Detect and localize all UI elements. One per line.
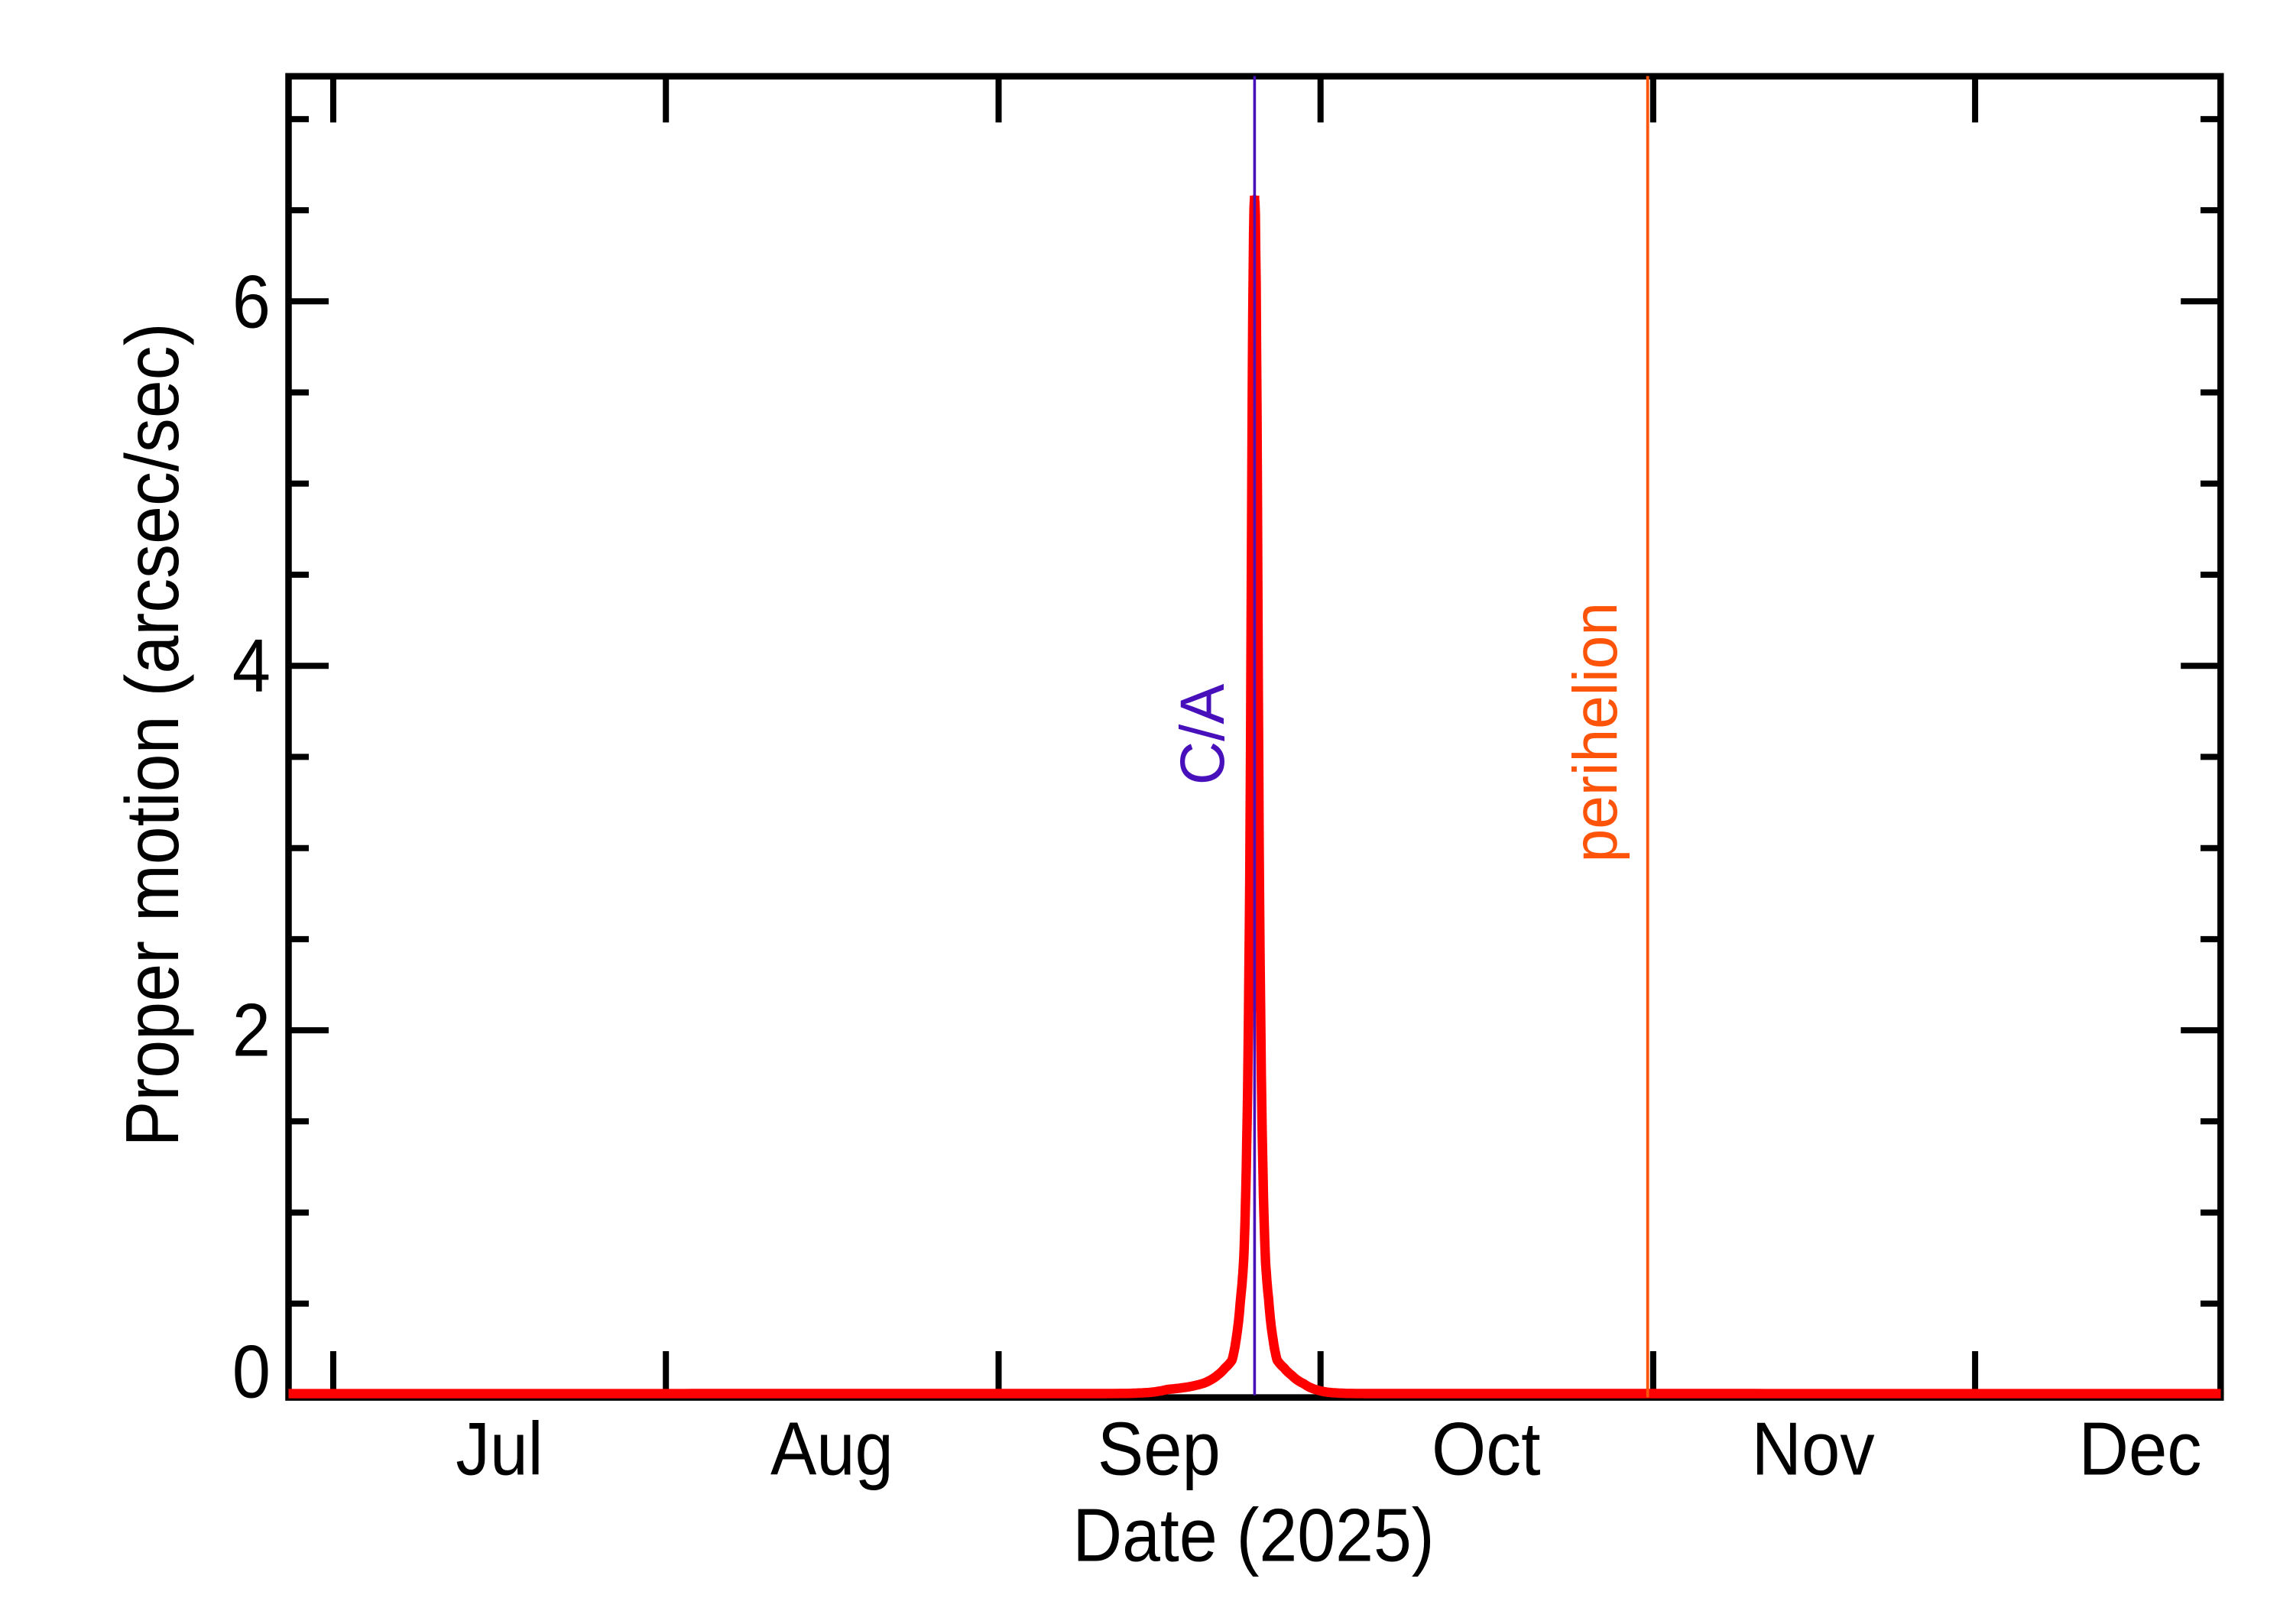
svg-text:C/A: C/A (1168, 684, 1237, 786)
svg-text:Date (2025): Date (2025) (1072, 1493, 1434, 1577)
svg-text:Sep: Sep (1098, 1407, 1221, 1491)
svg-text:Dec: Dec (2079, 1407, 2202, 1491)
svg-text:Oct: Oct (1432, 1407, 1541, 1491)
svg-text:Jul: Jul (456, 1407, 543, 1491)
svg-text:perihelion: perihelion (1561, 602, 1630, 862)
svg-text:4: 4 (232, 624, 271, 708)
svg-text:Nov: Nov (1752, 1407, 1875, 1491)
svg-text:6: 6 (232, 259, 271, 343)
svg-text:Aug: Aug (770, 1407, 894, 1491)
svg-text:2: 2 (232, 988, 271, 1072)
svg-text:Proper motion (arcsec/sec): Proper motion (arcsec/sec) (110, 323, 194, 1147)
svg-text:0: 0 (232, 1330, 271, 1414)
